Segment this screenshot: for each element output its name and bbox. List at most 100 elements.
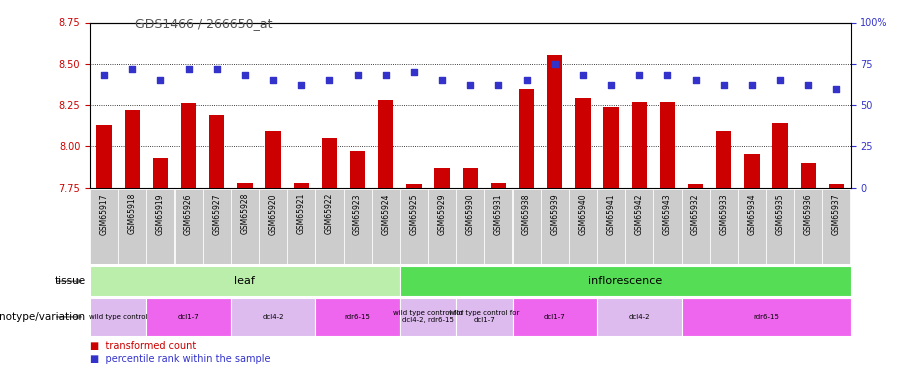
Bar — [202, 189, 230, 264]
Bar — [238, 183, 253, 188]
Text: GSM65934: GSM65934 — [747, 193, 756, 235]
Text: GSM65925: GSM65925 — [410, 193, 418, 235]
Bar — [350, 151, 365, 188]
Text: GSM65938: GSM65938 — [522, 193, 531, 235]
Text: GSM65927: GSM65927 — [212, 193, 221, 235]
Point — [688, 77, 703, 83]
Text: rdr6-15: rdr6-15 — [753, 314, 778, 320]
Point — [716, 82, 731, 88]
Text: ■  percentile rank within the sample: ■ percentile rank within the sample — [90, 354, 271, 364]
Bar — [315, 189, 344, 264]
Bar — [716, 131, 732, 188]
Bar — [378, 100, 393, 188]
Bar — [597, 298, 681, 336]
Bar — [315, 298, 400, 336]
Bar — [491, 183, 506, 188]
Text: rdr6-15: rdr6-15 — [345, 314, 371, 320]
Text: GSM65935: GSM65935 — [776, 193, 785, 235]
Point — [350, 72, 365, 78]
Bar — [90, 266, 400, 296]
Text: GSM65942: GSM65942 — [634, 193, 644, 235]
Point — [632, 72, 646, 78]
Text: dcl4-2: dcl4-2 — [262, 314, 284, 320]
Point — [97, 72, 112, 78]
Bar — [230, 189, 259, 264]
Bar — [744, 154, 760, 188]
Point — [238, 72, 252, 78]
Bar — [175, 189, 202, 264]
Bar — [603, 106, 619, 188]
Text: GSM65937: GSM65937 — [832, 193, 841, 235]
Bar — [266, 131, 281, 188]
Point — [661, 72, 675, 78]
Point — [407, 69, 421, 75]
Text: wild type control for
dcl4-2, rdr6-15: wild type control for dcl4-2, rdr6-15 — [392, 310, 464, 323]
Bar — [435, 168, 450, 188]
Text: GSM65926: GSM65926 — [184, 193, 194, 235]
Bar — [96, 125, 112, 188]
Bar — [681, 298, 850, 336]
Bar — [230, 298, 315, 336]
Text: GSM65919: GSM65919 — [156, 193, 165, 235]
Bar — [124, 110, 140, 188]
Bar — [688, 184, 703, 188]
Text: genotype/variation: genotype/variation — [0, 312, 86, 322]
Bar — [293, 183, 309, 188]
Text: GSM65917: GSM65917 — [100, 193, 109, 235]
Bar — [738, 189, 766, 264]
Text: GSM65928: GSM65928 — [240, 193, 249, 234]
Point — [266, 77, 280, 83]
Bar — [569, 189, 597, 264]
Point — [294, 82, 309, 88]
Bar — [372, 189, 400, 264]
Bar — [428, 189, 456, 264]
Bar — [575, 98, 590, 188]
Text: GSM65929: GSM65929 — [437, 193, 446, 235]
Text: GSM65933: GSM65933 — [719, 193, 728, 235]
Bar — [541, 189, 569, 264]
Text: GSM65924: GSM65924 — [382, 193, 391, 235]
Bar — [90, 298, 147, 336]
Point — [773, 77, 788, 83]
Bar — [772, 123, 788, 188]
Bar — [547, 56, 562, 188]
Bar — [400, 189, 428, 264]
Text: tissue: tissue — [54, 276, 86, 286]
Text: GSM65923: GSM65923 — [353, 193, 362, 235]
Text: ■  transformed count: ■ transformed count — [90, 341, 196, 351]
Point — [829, 86, 843, 92]
Bar — [118, 189, 147, 264]
Bar — [710, 189, 738, 264]
Point — [576, 72, 590, 78]
Text: GSM65936: GSM65936 — [804, 193, 813, 235]
Bar — [209, 115, 224, 188]
Point — [210, 66, 224, 72]
Text: GDS1466 / 266650_at: GDS1466 / 266650_at — [135, 17, 273, 30]
Bar — [766, 189, 794, 264]
Text: GSM65940: GSM65940 — [579, 193, 588, 235]
Text: GSM65931: GSM65931 — [494, 193, 503, 235]
Text: leaf: leaf — [235, 276, 256, 286]
Bar — [321, 138, 338, 188]
Bar — [632, 102, 647, 188]
Bar — [259, 189, 287, 264]
Text: GSM65932: GSM65932 — [691, 193, 700, 235]
Bar — [800, 163, 816, 188]
Point — [547, 61, 562, 67]
Text: wild type control for
dcl1-7: wild type control for dcl1-7 — [449, 310, 519, 323]
Text: GSM65930: GSM65930 — [466, 193, 475, 235]
Point — [125, 66, 140, 72]
Bar — [400, 298, 456, 336]
Bar — [484, 189, 512, 264]
Text: inflorescence: inflorescence — [588, 276, 662, 286]
Bar — [147, 298, 230, 336]
Point — [435, 77, 449, 83]
Text: dcl1-7: dcl1-7 — [544, 314, 565, 320]
Bar — [456, 298, 512, 336]
Bar — [344, 189, 372, 264]
Bar — [456, 189, 484, 264]
Bar — [406, 184, 422, 188]
Bar — [181, 104, 196, 188]
Point — [491, 82, 506, 88]
Bar — [512, 298, 597, 336]
